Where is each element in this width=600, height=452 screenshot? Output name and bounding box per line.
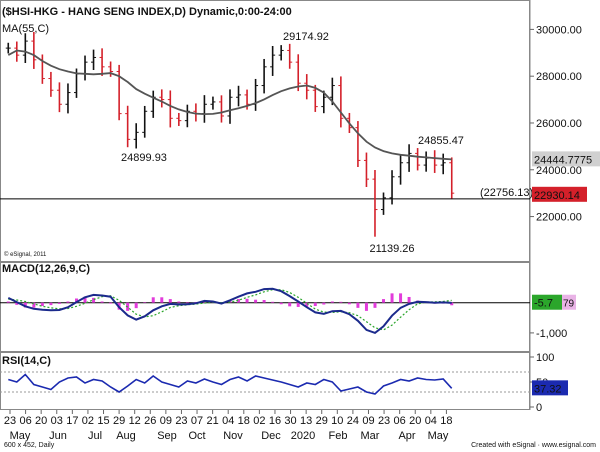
x-day-label: 10 xyxy=(331,415,343,427)
x-month-label: May xyxy=(10,430,31,442)
x-day-label: 23 xyxy=(4,415,16,427)
x-day-label: 17 xyxy=(66,415,78,427)
macd-line xyxy=(7,287,452,335)
price-title: ($HSI-HKG - HANG SENG INDEX,D) Dynamic,0… xyxy=(2,6,292,18)
x-day-label: 16 xyxy=(269,415,281,427)
ma-legend: MA(55,C) xyxy=(2,23,49,35)
x-day-label: 04 xyxy=(425,415,437,427)
macd-value-box xyxy=(532,294,562,310)
price-annotation: 29174.92 xyxy=(283,31,329,43)
macd-signal-line xyxy=(8,289,452,331)
ma-value-box xyxy=(532,151,600,167)
x-day-label: 20 xyxy=(35,415,47,427)
x-day-label: 15 xyxy=(97,415,109,427)
price-annotation: 24899.93 xyxy=(121,152,167,164)
panel-frame xyxy=(0,262,530,352)
panel-frame xyxy=(0,0,530,262)
x-month-label: Sep xyxy=(157,430,177,442)
ma-value-label: 24444.7775 xyxy=(534,154,592,166)
rsi-tick-label: 0 xyxy=(536,402,542,414)
x-month-label: May xyxy=(428,430,449,442)
last-price-label: 22930.14 xyxy=(534,190,580,202)
x-day-label: 02 xyxy=(253,415,265,427)
macd-value-label: -5.7 xyxy=(534,298,553,310)
x-day-label: 04 xyxy=(222,415,234,427)
macd-title: MACD(12,26,9,C) xyxy=(2,263,90,275)
price-annotation: 24855.47 xyxy=(418,135,464,147)
x-day-label: 18 xyxy=(238,415,250,427)
footer-left: 600 x 452, Daily xyxy=(4,442,55,449)
price-tick-label: 28000.00 xyxy=(536,71,582,83)
price-annotation: (22756.13) xyxy=(480,187,533,199)
x-day-label: 18 xyxy=(440,415,452,427)
x-month-label: Apr xyxy=(398,430,415,442)
rsi-line xyxy=(8,373,453,395)
x-day-label: 20 xyxy=(409,415,421,427)
price-annotation: 21139.26 xyxy=(369,243,414,255)
x-day-label: 13 xyxy=(300,415,312,427)
footer-right: Created with eSignal · www.esignal.com xyxy=(471,442,596,449)
rsi-title: RSI(14,C) xyxy=(2,355,51,367)
x-day-label: 06 xyxy=(394,415,406,427)
x-day-label: 23 xyxy=(175,415,187,427)
x-month-label: Jun xyxy=(49,430,67,442)
x-day-label: 29 xyxy=(113,415,125,427)
price-tick-label: 24000.00 xyxy=(536,165,582,177)
price-tick-label: 30000.00 xyxy=(536,24,582,36)
price-panel: 30000.00 28000.00 26000.00 24000.00 22000.00… xyxy=(0,24,600,255)
x-day-label: 12 xyxy=(129,415,141,427)
ma-line xyxy=(7,49,452,161)
x-day-label: 30 xyxy=(284,415,296,427)
x-day-label: 21 xyxy=(206,415,218,427)
price-tick-label: 26000.00 xyxy=(536,118,582,130)
x-day-label: 03 xyxy=(51,415,63,427)
x-month-label: Oct xyxy=(188,430,205,442)
macd-tick-label: -1,000 xyxy=(536,328,567,340)
signal-value-box xyxy=(562,294,576,310)
x-month-label: Dec xyxy=(261,430,281,442)
x-axis: 23 06 20 03 17 02 15 29 12 26 09 23 07 21 04 18 02 16 30 13… xyxy=(4,410,453,442)
x-day-label: 06 xyxy=(19,415,31,427)
x-month-label: Nov xyxy=(223,430,243,442)
x-day-label: 24 xyxy=(347,415,359,427)
x-day-label: 26 xyxy=(144,415,156,427)
x-day-label: 09 xyxy=(362,415,374,427)
x-day-label: 23 xyxy=(378,415,390,427)
price-tick-label: 22000.00 xyxy=(536,212,582,224)
last-price-box xyxy=(532,186,587,202)
x-day-label: 09 xyxy=(160,415,172,427)
rsi-value-box xyxy=(532,380,568,396)
watermark: © eSignal, 2011 xyxy=(4,251,47,258)
x-month-label: 2020 xyxy=(291,430,315,442)
x-month-label: Aug xyxy=(116,430,136,442)
x-day-label: 07 xyxy=(191,415,203,427)
panel-frames xyxy=(0,0,531,410)
rsi-panel: 10050037.32 xyxy=(0,352,568,414)
x-day-label: 29 xyxy=(316,415,328,427)
x-day-label: 02 xyxy=(82,415,94,427)
x-month-label: Feb xyxy=(329,430,348,442)
panel-frame xyxy=(0,352,530,410)
signal-value-label: 79 xyxy=(563,299,575,310)
rsi-value-label: 37.32 xyxy=(534,383,562,395)
macd-panel: -1,000 -5.7 79 xyxy=(0,287,576,340)
rsi-tick-label: 100 xyxy=(536,352,554,364)
x-month-label: Mar xyxy=(361,430,380,442)
x-month-label: Jul xyxy=(88,430,102,442)
